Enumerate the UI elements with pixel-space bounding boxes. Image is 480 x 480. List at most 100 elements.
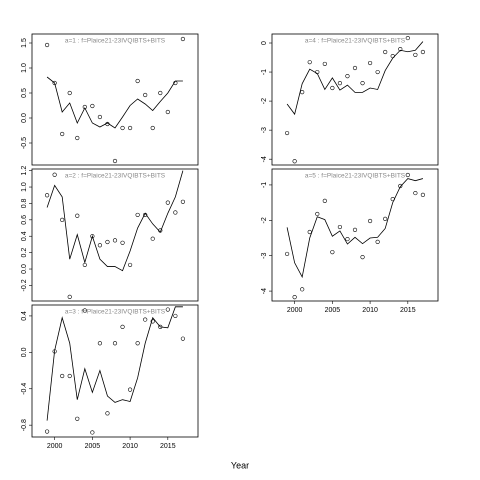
point (322, 198, 327, 203)
point (173, 210, 178, 215)
y-tick-label: -2 (261, 217, 268, 223)
y-tick-label: -3 (261, 252, 268, 258)
point (158, 90, 163, 96)
point (60, 217, 65, 222)
point (337, 80, 343, 86)
point (97, 243, 103, 248)
y-tick-label: -1 (261, 69, 268, 75)
point (82, 262, 87, 268)
y-tick-label: 0.8 (21, 198, 28, 208)
y-tick-label: -0.8 (21, 419, 28, 431)
point (52, 349, 57, 354)
point (165, 109, 170, 115)
point (165, 307, 170, 312)
point (330, 85, 335, 91)
point (135, 212, 140, 218)
point (112, 238, 118, 243)
point (173, 80, 178, 86)
point (67, 294, 72, 300)
y-tick-label: 0 (261, 41, 268, 45)
y-tick-label: -0.4 (21, 383, 28, 395)
point (337, 224, 343, 230)
point (75, 135, 80, 141)
point (180, 199, 186, 204)
y-tick-label: 0.0 (21, 113, 28, 123)
point (292, 159, 297, 164)
point (135, 78, 140, 84)
point (390, 53, 395, 59)
y-tick-label: 0.2 (21, 248, 28, 258)
point (300, 287, 305, 292)
point (44, 429, 50, 434)
point (67, 373, 72, 379)
point (307, 60, 312, 65)
point (345, 236, 350, 242)
panel-title: a=1 : f=Plaice21-23IVQIBTS+BITS (65, 38, 166, 45)
y-tick-label: 1.5 (21, 38, 28, 48)
point (143, 212, 148, 218)
point (367, 60, 373, 66)
fit-line (286, 41, 424, 116)
point (360, 80, 365, 86)
point (127, 125, 133, 131)
point (90, 103, 95, 109)
point (413, 190, 418, 196)
point (398, 183, 403, 189)
point (180, 36, 186, 42)
point (120, 125, 125, 131)
point (315, 69, 320, 75)
point (375, 239, 380, 245)
point (120, 324, 125, 329)
point (345, 74, 350, 79)
x-tick-label: 2005 (325, 307, 341, 314)
point (135, 341, 140, 346)
point (127, 387, 133, 392)
panel-frame (271, 168, 439, 302)
point (75, 416, 80, 421)
point (105, 239, 110, 245)
panel-frame (31, 304, 199, 438)
y-tick-label: -0.2 (21, 279, 28, 291)
fit-line (286, 178, 424, 279)
point (383, 49, 388, 55)
point (367, 218, 373, 224)
point (112, 158, 118, 164)
y-tick-label: -4 (261, 156, 268, 162)
point (97, 114, 103, 120)
point (180, 336, 186, 341)
point (60, 373, 65, 379)
y-tick-label: -1 (261, 182, 268, 188)
point (420, 49, 426, 55)
point (143, 92, 148, 98)
point (173, 313, 178, 319)
y-tick-label: 1.0 (21, 182, 28, 192)
point (158, 324, 163, 329)
point (90, 234, 95, 239)
point (150, 319, 155, 324)
y-tick-label: 1.2 (21, 166, 28, 176)
point (352, 65, 358, 71)
point (315, 211, 320, 217)
point (105, 121, 110, 127)
point (390, 196, 395, 202)
panel-frame (31, 33, 199, 166)
point (398, 47, 403, 52)
point (300, 89, 305, 95)
point (405, 35, 410, 41)
y-tick-label: -0.5 (21, 137, 28, 149)
point (284, 130, 290, 136)
point (82, 308, 87, 313)
point (52, 80, 57, 86)
point (420, 192, 426, 197)
x-axis-label: Year (231, 460, 249, 470)
point (165, 200, 170, 205)
point (60, 131, 65, 137)
point (405, 172, 410, 178)
point (322, 61, 327, 67)
y-tick-label: 0.0 (21, 264, 28, 274)
y-tick-label: 0.6 (21, 215, 28, 225)
point (352, 227, 358, 232)
y-tick-label: 1.0 (21, 63, 28, 73)
point (330, 250, 335, 255)
